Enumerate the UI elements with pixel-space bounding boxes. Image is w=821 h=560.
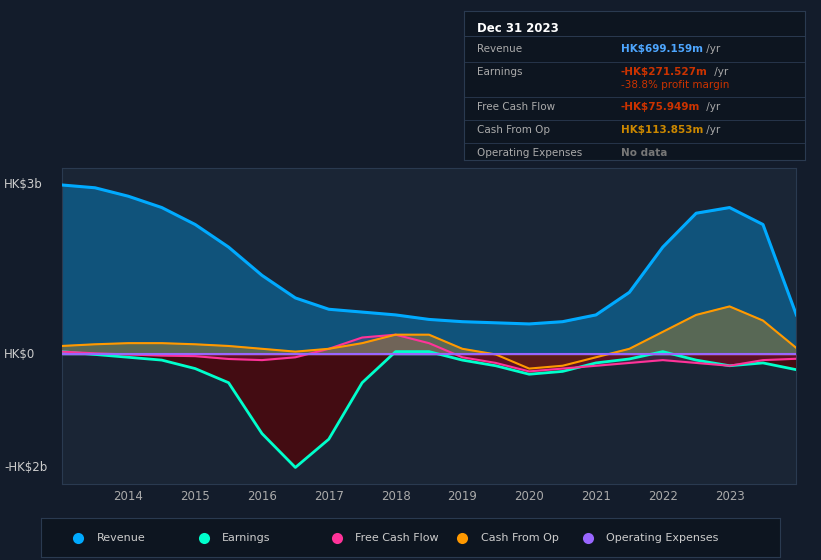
Text: HK$3b: HK$3b <box>4 179 43 192</box>
Text: /yr: /yr <box>710 67 727 77</box>
Text: HK$699.159m: HK$699.159m <box>621 44 703 54</box>
Text: /yr: /yr <box>703 125 720 135</box>
Text: Cash From Op: Cash From Op <box>481 533 558 543</box>
Text: Operating Expenses: Operating Expenses <box>478 148 583 158</box>
Text: Free Cash Flow: Free Cash Flow <box>355 533 438 543</box>
Text: Operating Expenses: Operating Expenses <box>606 533 718 543</box>
Text: -HK$2b: -HK$2b <box>4 461 48 474</box>
Text: Dec 31 2023: Dec 31 2023 <box>478 22 559 35</box>
Text: /yr: /yr <box>703 44 720 54</box>
Text: HK$0: HK$0 <box>4 348 35 361</box>
Text: Free Cash Flow: Free Cash Flow <box>478 102 556 112</box>
Text: No data: No data <box>621 148 667 158</box>
Text: Revenue: Revenue <box>478 44 523 54</box>
Text: -HK$271.527m: -HK$271.527m <box>621 67 708 77</box>
Text: /yr: /yr <box>703 102 720 112</box>
Text: Earnings: Earnings <box>478 67 523 77</box>
Text: Cash From Op: Cash From Op <box>478 125 551 135</box>
Text: HK$113.853m: HK$113.853m <box>621 125 703 135</box>
Text: -HK$75.949m: -HK$75.949m <box>621 102 700 112</box>
Text: Earnings: Earnings <box>222 533 271 543</box>
Text: Revenue: Revenue <box>97 533 145 543</box>
Text: -38.8% profit margin: -38.8% profit margin <box>621 80 729 90</box>
